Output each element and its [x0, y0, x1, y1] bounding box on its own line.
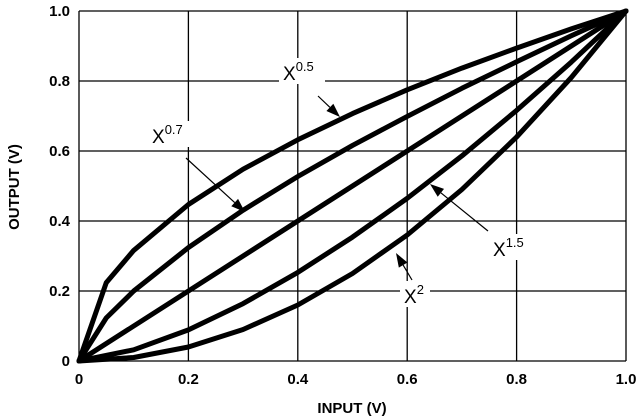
y-axis-title: OUTPUT (V) — [6, 144, 23, 230]
annotation-arrowhead — [430, 184, 445, 197]
curve-label: X2 — [404, 282, 424, 308]
x-tick-label: 0.4 — [287, 371, 309, 388]
annotation-label-background — [148, 121, 194, 147]
series-line-4 — [76, 8, 629, 364]
series-line-0 — [76, 8, 629, 364]
annotation-arrow-line — [317, 95, 331, 108]
curve-label: X0.5 — [283, 59, 314, 85]
curve-label: X1.5 — [493, 235, 524, 261]
series-line-2 — [76, 8, 629, 364]
annotation-label-background — [400, 281, 430, 307]
y-tick-label: 0.2 — [49, 283, 70, 300]
curve-annotations: X0.5 X0.7 X1.5 X2 — [148, 58, 535, 308]
annotation-arrow-line — [402, 264, 413, 281]
y-tick-label: 0.8 — [49, 73, 70, 90]
tick-labels: 0 0.2 0.4 0.6 0.8 1.0 0 0.2 0.4 0.6 0.8 1.0 — [49, 3, 636, 388]
curves — [76, 8, 629, 364]
annotation-arrowhead — [231, 198, 245, 212]
y-tick-label: 1.0 — [49, 3, 70, 20]
series-line-1 — [76, 8, 629, 364]
annotation-arrowhead — [396, 253, 408, 268]
x-tick-label: 0.6 — [397, 371, 418, 388]
x-tick-label: 0.8 — [506, 371, 527, 388]
annotation-arrow-line — [185, 157, 236, 203]
annotation-label-background — [489, 234, 535, 260]
curve-label: X0.7 — [152, 122, 183, 148]
y-tick-label: 0.4 — [49, 213, 71, 230]
annotation-label-background — [279, 58, 325, 84]
y-tick-label: 0.6 — [49, 143, 70, 160]
x-axis-title: INPUT (V) — [317, 400, 386, 417]
series-line-3 — [76, 8, 629, 364]
y-tick-label: 0 — [62, 353, 70, 370]
annotation-arrowhead — [326, 103, 340, 117]
x-tick-label: 1.0 — [616, 371, 637, 388]
x-tick-label: 0.2 — [178, 371, 199, 388]
x-tick-label: 0 — [75, 371, 83, 388]
annotation-arrow-line — [440, 192, 489, 232]
